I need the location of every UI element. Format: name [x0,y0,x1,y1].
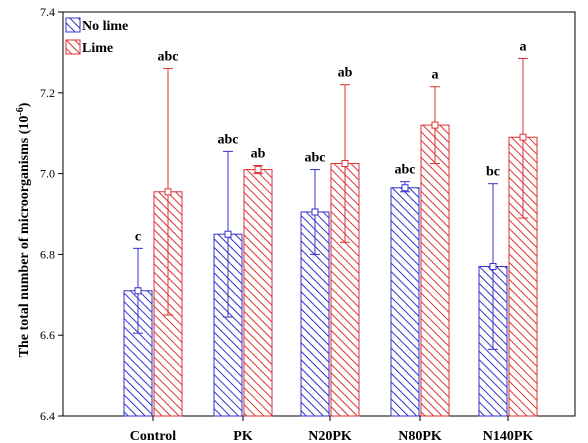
y-tick-label: 7.0 [40,167,55,181]
y-tick-label: 6.8 [40,247,55,261]
bar [243,169,273,417]
y-axis: 6.4 6.6 6.8 7.0 7.2 7.4 [40,5,63,423]
bar [420,124,450,417]
mean-marker [224,230,232,238]
y-axis-label: The total number of microorganisms (10-6… [15,102,32,357]
mean-marker [341,160,349,167]
y-tick-label: 7.4 [40,5,55,19]
error-bars [133,57,528,350]
legend: No lime Lime [65,17,128,56]
x-tick-label: N80PK [398,429,442,443]
significance-label: c [135,229,141,244]
mean-marker [311,208,319,216]
y-tick-label: 6.6 [40,328,55,342]
mean-marker [134,287,142,295]
bar [300,211,330,417]
mean-marker [489,263,497,271]
mean-marker [164,188,172,196]
significance-label: abc [395,163,416,178]
y-tick-label: 6.4 [40,409,55,423]
bar [390,187,420,417]
x-tick-label: Control [130,429,177,443]
significance-label: ab [338,66,353,81]
x-tick-label: PK [233,429,253,443]
legend-swatch-no-lime [65,17,81,33]
x-axis: Control PK N20PK N80PK N140PK [130,416,534,443]
mean-marker [431,121,439,129]
significance-label: a [432,68,439,83]
x-tick-label: N20PK [308,429,352,443]
significance-label: abc [158,50,179,65]
mean-marker [401,184,409,192]
significance-label: bc [486,165,500,180]
y-tick-label: 7.2 [40,86,55,100]
significance-label: abc [305,151,326,166]
significance-label: a [520,39,527,54]
mean-marker [519,133,527,141]
bars [123,124,538,417]
legend-label-lime: Lime [82,41,113,56]
legend-label-no-lime: No lime [82,19,128,34]
significance-label: ab [251,147,266,162]
legend-swatch-lime [65,39,81,55]
x-tick-label: N140PK [483,429,534,443]
mean-marker [254,166,262,174]
significance-label: abc [218,132,239,147]
